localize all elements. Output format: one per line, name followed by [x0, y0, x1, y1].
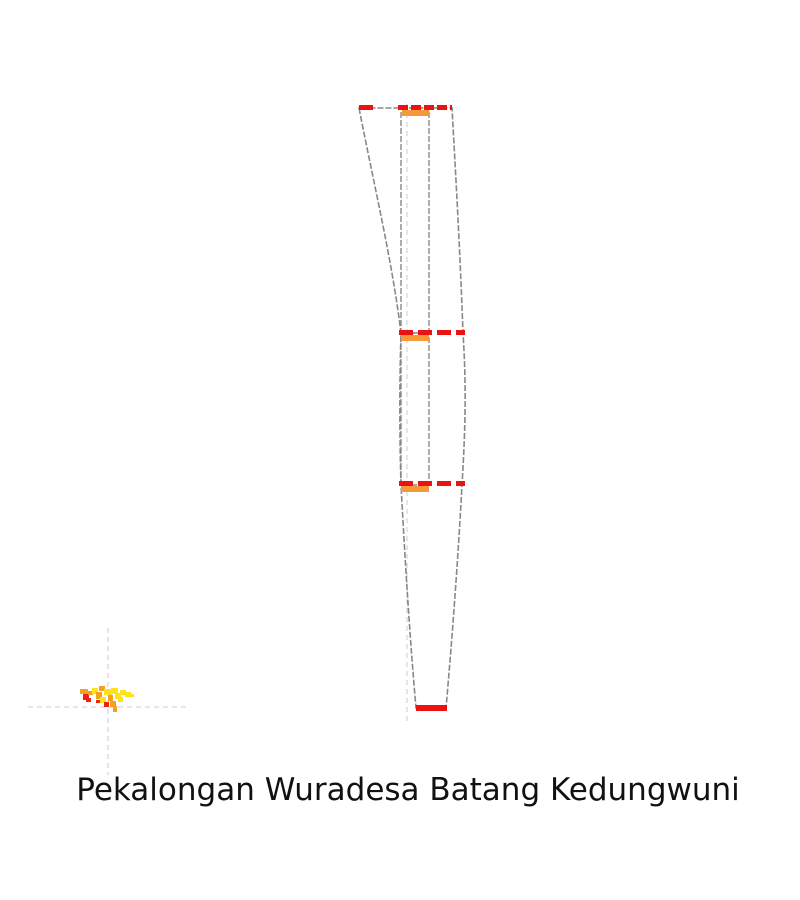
locator-cluster [80, 686, 134, 712]
flow-node-lower [399, 481, 465, 492]
flow-outline-outer [358, 107, 466, 709]
flow-segment-1 [400, 107, 430, 334]
locator-inset [28, 628, 188, 775]
flow-node-top [359, 105, 452, 116]
map-caption: Pekalongan Wuradesa Batang Kedungwuni [76, 772, 740, 808]
flow-node-middle [399, 330, 465, 341]
flow-node-bottom [416, 705, 447, 711]
flow-segment-2 [400, 332, 430, 486]
